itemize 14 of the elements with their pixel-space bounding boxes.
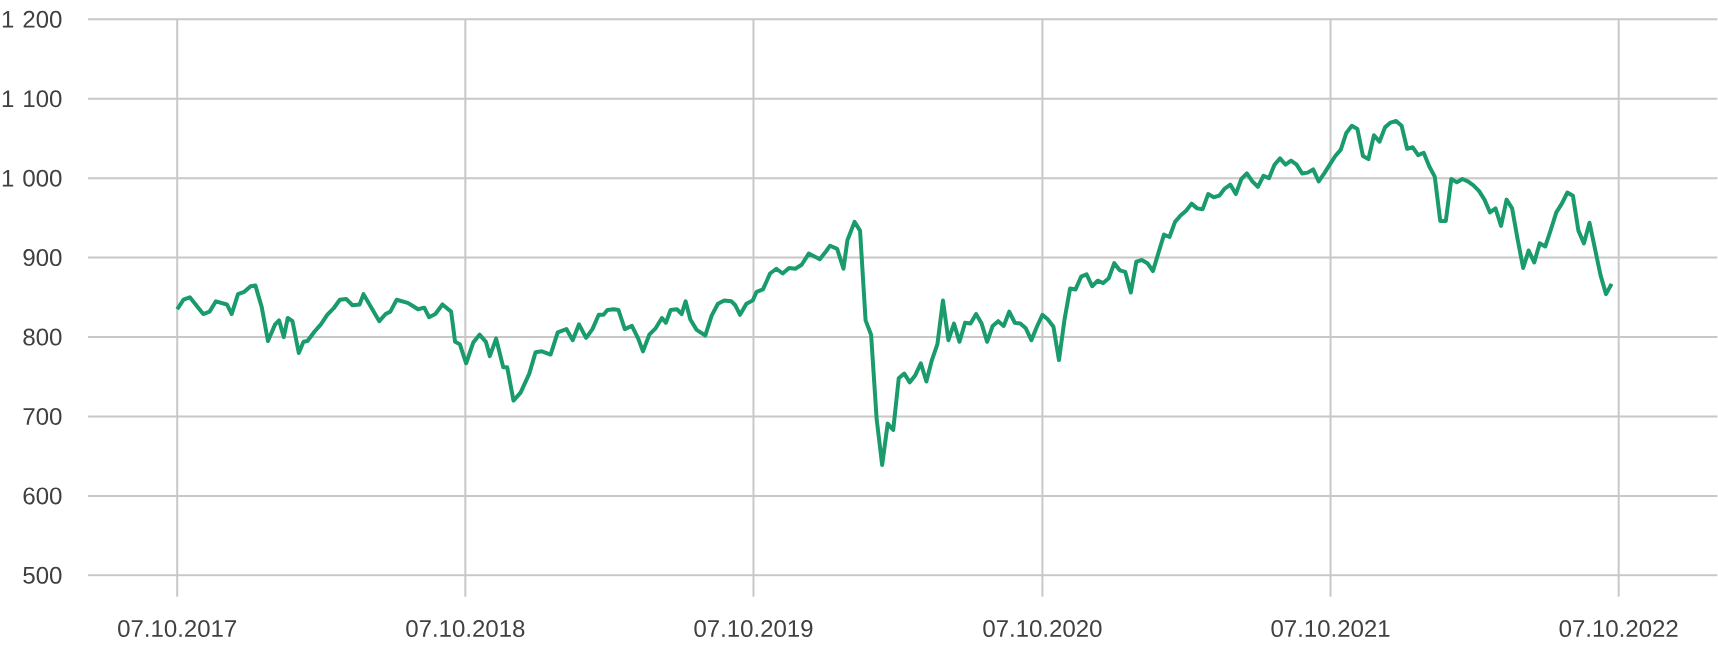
x-tick-label: 07.10.2021	[1271, 620, 1390, 638]
y-tick-label: 900	[23, 249, 62, 267]
y-tick-label: 500	[23, 566, 62, 584]
y-tick-label: 700	[23, 407, 62, 425]
x-tick-label: 07.10.2020	[983, 620, 1102, 638]
x-tick-label: 07.10.2018	[406, 620, 525, 638]
y-tick-label: 600	[23, 487, 62, 505]
x-tick-label: 07.10.2017	[118, 620, 237, 638]
x-tick-label: 07.10.2019	[694, 620, 813, 638]
y-tick-label: 1 100	[2, 90, 62, 108]
x-tick-label: 07.10.2022	[1559, 620, 1678, 638]
y-tick-label: 1 000	[2, 169, 62, 187]
y-tick-label: 1 200	[2, 10, 62, 28]
y-tick-label: 800	[23, 328, 62, 346]
